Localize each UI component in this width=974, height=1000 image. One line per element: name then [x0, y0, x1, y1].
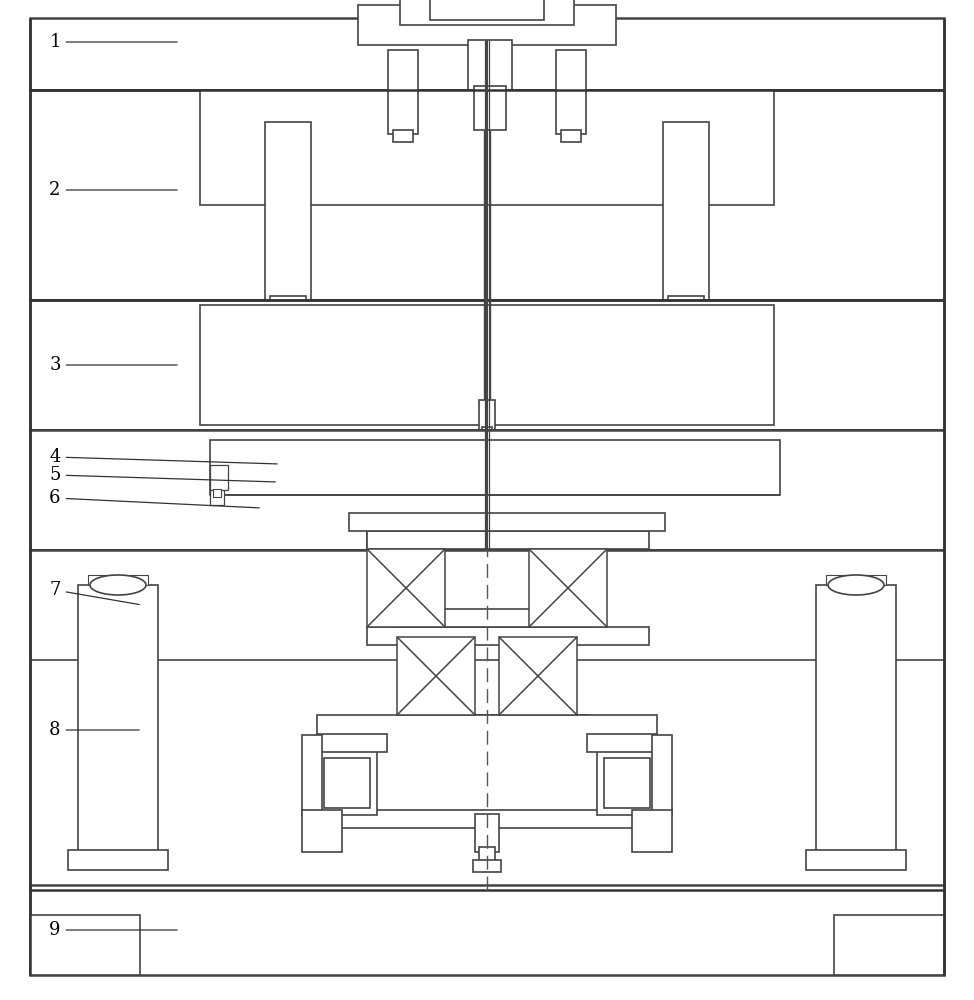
Bar [349, 513, 665, 531]
Bar [816, 585, 896, 855]
Bar [479, 400, 495, 430]
Bar [30, 90, 944, 300]
Bar [302, 735, 322, 815]
Bar [210, 490, 224, 505]
Bar [302, 810, 342, 852]
Bar [30, 885, 944, 975]
Bar [317, 715, 657, 815]
Bar [200, 305, 774, 425]
Bar [597, 745, 657, 815]
Bar [475, 814, 499, 852]
Bar [30, 300, 944, 430]
Bar [332, 810, 642, 828]
Bar [834, 915, 944, 975]
Bar [317, 745, 377, 815]
Bar [400, 0, 574, 25]
Bar [210, 465, 228, 490]
Text: 7: 7 [50, 581, 139, 605]
Bar [668, 296, 704, 318]
Bar [529, 549, 607, 627]
Text: 8: 8 [50, 721, 139, 739]
Bar [88, 575, 148, 585]
Bar [367, 531, 565, 549]
Bar [367, 627, 649, 645]
Bar [561, 130, 581, 142]
Text: 5: 5 [50, 466, 276, 484]
Bar [474, 86, 506, 130]
Bar [30, 915, 140, 975]
Bar [388, 50, 418, 134]
Bar [367, 549, 445, 627]
Ellipse shape [90, 575, 146, 595]
Text: 6: 6 [50, 489, 259, 508]
Bar [270, 296, 306, 318]
Bar [430, 0, 544, 20]
Text: 1: 1 [50, 33, 177, 51]
Ellipse shape [828, 575, 884, 595]
Bar [806, 850, 906, 870]
Bar [68, 850, 168, 870]
Bar [210, 440, 780, 495]
Bar [479, 847, 495, 865]
Bar [397, 609, 589, 627]
Bar [30, 18, 944, 90]
Bar [324, 758, 370, 808]
Bar [78, 585, 158, 855]
Bar [482, 427, 492, 445]
Bar [265, 122, 311, 300]
Bar [587, 734, 657, 752]
Bar [317, 734, 387, 752]
Text: 2: 2 [50, 181, 177, 199]
Bar [397, 715, 589, 733]
Bar [367, 531, 649, 549]
Text: 9: 9 [50, 921, 177, 939]
Bar [30, 430, 944, 550]
Bar [652, 735, 672, 815]
Bar [358, 5, 616, 45]
Text: 3: 3 [50, 356, 177, 374]
Bar [556, 50, 586, 134]
Bar [213, 489, 221, 497]
Bar [663, 122, 709, 300]
Bar [468, 40, 512, 90]
Bar [499, 637, 577, 715]
Bar [200, 90, 774, 205]
Bar [826, 575, 886, 585]
Bar [473, 860, 501, 872]
Bar [30, 550, 944, 890]
Bar [393, 130, 413, 142]
Text: 4: 4 [50, 448, 278, 466]
Bar [397, 637, 475, 715]
Bar [604, 758, 650, 808]
Bar [632, 810, 672, 852]
